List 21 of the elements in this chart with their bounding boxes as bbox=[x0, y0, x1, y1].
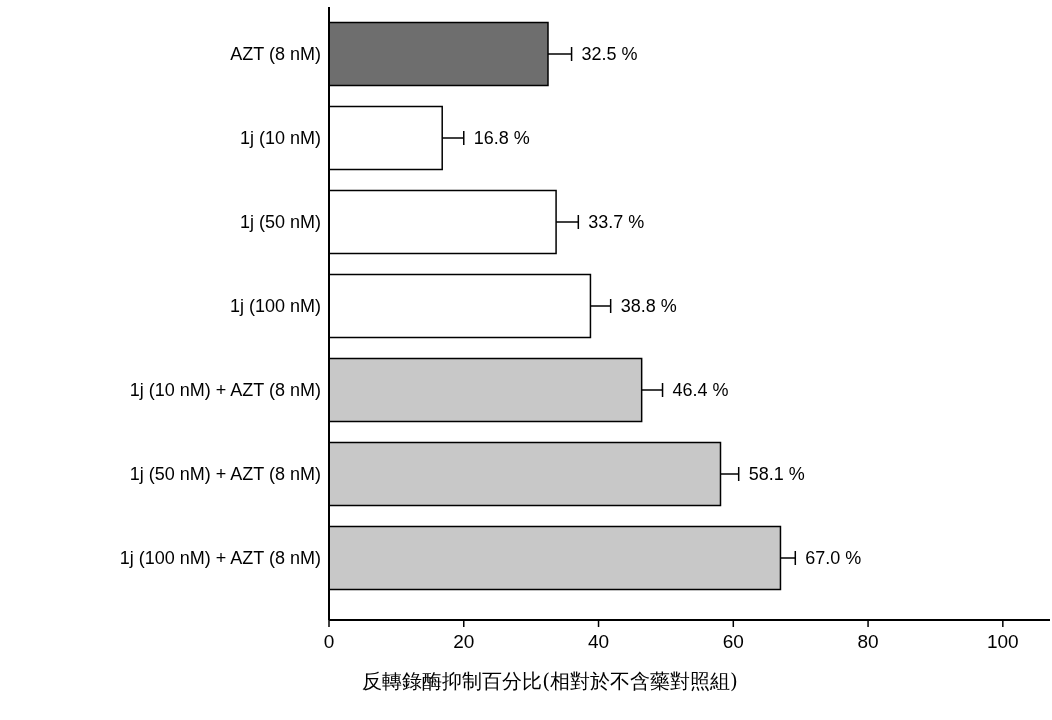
data-label: 38.8 % bbox=[620, 296, 677, 316]
x-tick-label: 20 bbox=[453, 631, 475, 652]
y-tick-label: 1j (10 nM) + AZT (8 nM) bbox=[129, 380, 321, 400]
y-tick-label: 1j (50 nM) bbox=[239, 212, 321, 232]
x-tick-label: 80 bbox=[857, 631, 879, 652]
x-tick-label: 0 bbox=[323, 631, 335, 652]
data-label: 32.5 % bbox=[581, 44, 638, 64]
x-axis-title: 反轉錄酶抑制百分比(相對於不含藥對照組) bbox=[362, 669, 738, 693]
x-tick-label: 60 bbox=[722, 631, 744, 652]
data-label: 16.8 % bbox=[473, 128, 530, 148]
y-tick-label: 1j (10 nM) bbox=[239, 128, 321, 148]
y-tick-label: AZT (8 nM) bbox=[230, 44, 321, 64]
data-label: 33.7 % bbox=[588, 212, 645, 232]
data-label: 58.1 % bbox=[748, 464, 805, 484]
x-tick-label: 100 bbox=[986, 631, 1019, 652]
y-tick-label: 1j (50 nM) + AZT (8 nM) bbox=[129, 464, 321, 484]
x-tick-label: 40 bbox=[587, 631, 610, 652]
y-tick-label: 1j (100 nM) + AZT (8 nM) bbox=[119, 548, 321, 568]
data-label: 67.0 % bbox=[805, 548, 862, 568]
data-label: 46.4 % bbox=[672, 380, 729, 400]
y-tick-label: 1j (100 nM) bbox=[229, 296, 321, 316]
